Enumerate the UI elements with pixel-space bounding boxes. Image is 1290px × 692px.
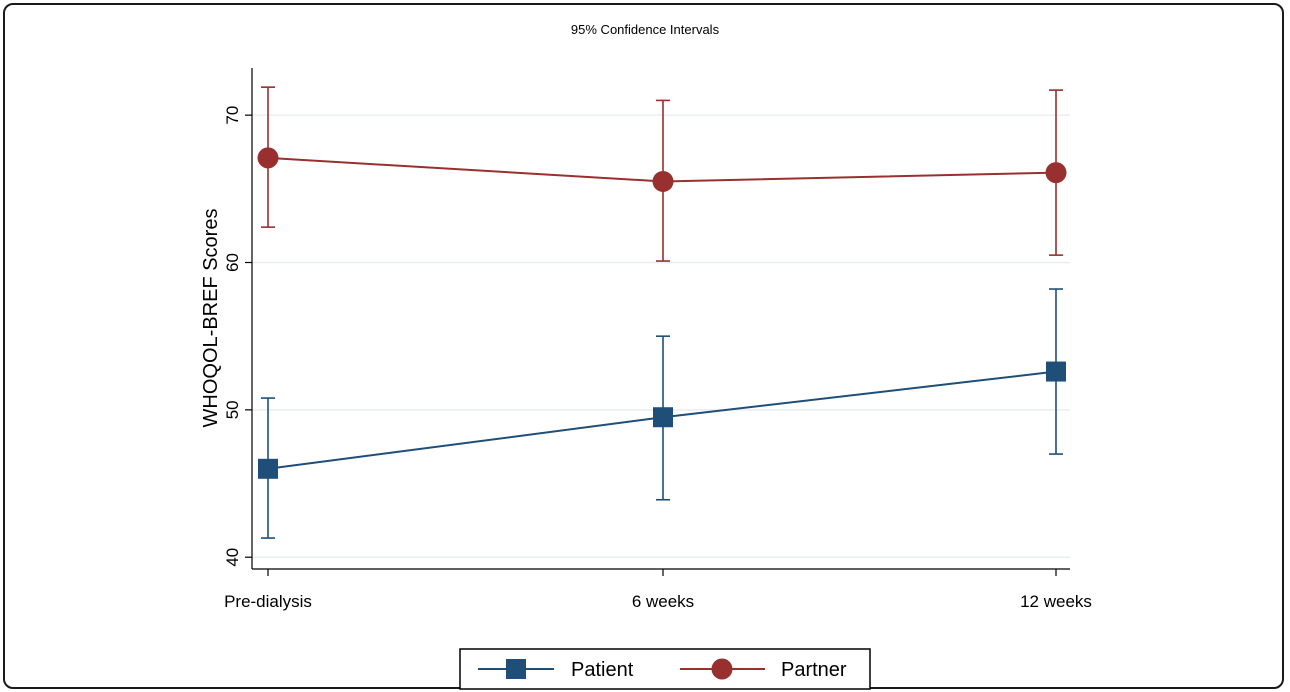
chart-title: 95% Confidence Intervals — [571, 22, 720, 37]
data-point-0-1 — [653, 407, 673, 428]
legend-label-partner: Partner — [781, 659, 847, 681]
series-patient — [258, 288, 1066, 539]
x-tick-label-0: Pre-dialysis — [224, 592, 312, 611]
data-point-0-2 — [1046, 361, 1066, 382]
x-tick-label-2: 12 weeks — [1020, 592, 1092, 611]
legend: Patient Partner — [459, 648, 871, 690]
legend-marker-patient — [506, 659, 526, 679]
figure-frame — [3, 3, 1284, 689]
y-tick-label-60: 60 — [223, 253, 242, 272]
data-point-1-2 — [1045, 162, 1067, 184]
x-axis-ticks: Pre-dialysis 6 weeks 12 weeks — [224, 569, 1092, 611]
y-axis-label: WHOQOL-BREF Scores — [200, 209, 222, 428]
data-point-1-0 — [257, 147, 279, 169]
y-tick-label-50: 50 — [223, 400, 242, 419]
series-partner — [257, 86, 1067, 262]
legend-marker-partner — [711, 658, 733, 680]
series-layer — [257, 86, 1067, 539]
data-point-1-1 — [652, 170, 674, 192]
y-tick-label-40: 40 — [223, 548, 242, 567]
y-axis-ticks: 40 50 60 70 — [223, 106, 252, 567]
data-point-0-0 — [258, 458, 278, 479]
x-tick-label-1: 6 weeks — [632, 592, 694, 611]
y-tick-label-70: 70 — [223, 106, 242, 125]
legend-label-patient: Patient — [571, 659, 634, 681]
